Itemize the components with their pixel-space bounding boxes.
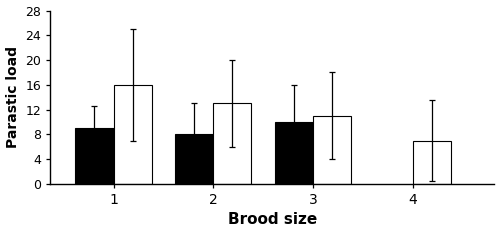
Bar	[76, 128, 114, 184]
X-axis label: Brood size: Brood size	[228, 212, 317, 227]
Bar	[175, 134, 214, 184]
Bar	[413, 140, 451, 184]
Bar	[214, 103, 252, 184]
Bar	[275, 122, 313, 184]
Bar	[313, 116, 351, 184]
Bar	[114, 85, 152, 184]
Y-axis label: Parastic load: Parastic load	[6, 46, 20, 148]
